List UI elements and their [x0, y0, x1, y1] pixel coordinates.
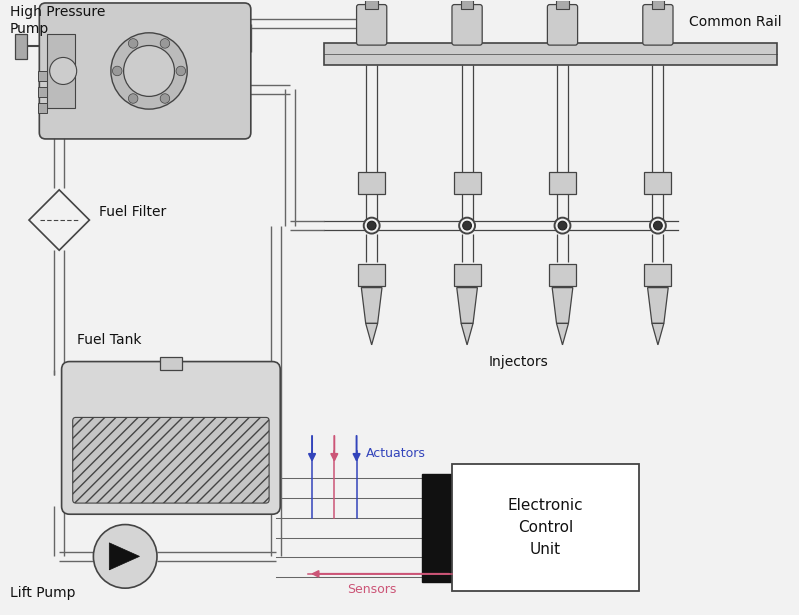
Circle shape [463, 221, 471, 230]
Bar [365, 0, 378, 9]
Bar [651, 0, 664, 9]
Text: Fuel Filter: Fuel Filter [99, 205, 166, 219]
Circle shape [555, 218, 570, 234]
Circle shape [50, 57, 77, 84]
Bar [644, 172, 671, 194]
Bar [422, 474, 452, 582]
Bar [47, 34, 75, 108]
FancyBboxPatch shape [39, 3, 251, 139]
Polygon shape [457, 288, 478, 323]
Bar [556, 0, 569, 9]
Circle shape [111, 33, 187, 109]
Circle shape [559, 221, 566, 230]
Bar [461, 0, 474, 9]
Text: Electronic
Control
Unit: Electronic Control Unit [507, 498, 583, 557]
Circle shape [160, 39, 169, 48]
Bar [38, 103, 47, 113]
Bar [358, 264, 385, 286]
Polygon shape [552, 288, 573, 323]
Circle shape [160, 93, 169, 103]
FancyBboxPatch shape [547, 4, 578, 45]
Text: Injectors: Injectors [489, 355, 549, 369]
Bar [644, 264, 671, 286]
Text: Actuators: Actuators [366, 446, 426, 459]
Bar [38, 87, 47, 97]
Text: Common Rail: Common Rail [689, 15, 781, 29]
Bar [549, 264, 576, 286]
Polygon shape [29, 190, 89, 250]
FancyBboxPatch shape [452, 4, 482, 45]
Circle shape [364, 218, 380, 234]
Circle shape [176, 66, 185, 76]
Polygon shape [109, 543, 140, 570]
FancyBboxPatch shape [62, 362, 280, 514]
Circle shape [93, 525, 157, 588]
Bar [38, 71, 47, 81]
Circle shape [459, 218, 475, 234]
Text: High Pressure
Pump: High Pressure Pump [10, 6, 105, 36]
Circle shape [129, 93, 138, 103]
Polygon shape [557, 323, 568, 345]
Circle shape [654, 221, 662, 230]
Bar [358, 172, 385, 194]
Polygon shape [461, 323, 473, 345]
Circle shape [129, 39, 138, 48]
FancyBboxPatch shape [73, 418, 269, 503]
Circle shape [368, 221, 376, 230]
Bar [15, 34, 27, 58]
Polygon shape [366, 323, 378, 345]
Bar [452, 464, 639, 592]
Text: Lift Pump: Lift Pump [10, 585, 75, 600]
Circle shape [113, 66, 122, 76]
Bar [454, 264, 481, 286]
Text: Sensors: Sensors [347, 584, 396, 597]
FancyBboxPatch shape [356, 4, 387, 45]
Bar [454, 172, 481, 194]
Polygon shape [361, 288, 382, 323]
Bar [160, 357, 182, 370]
Text: Fuel Tank: Fuel Tank [78, 333, 142, 347]
Bar [549, 172, 576, 194]
Circle shape [124, 46, 174, 97]
FancyBboxPatch shape [643, 4, 673, 45]
Circle shape [650, 218, 666, 234]
Bar [324, 42, 777, 65]
Polygon shape [647, 288, 668, 323]
Polygon shape [652, 323, 664, 345]
